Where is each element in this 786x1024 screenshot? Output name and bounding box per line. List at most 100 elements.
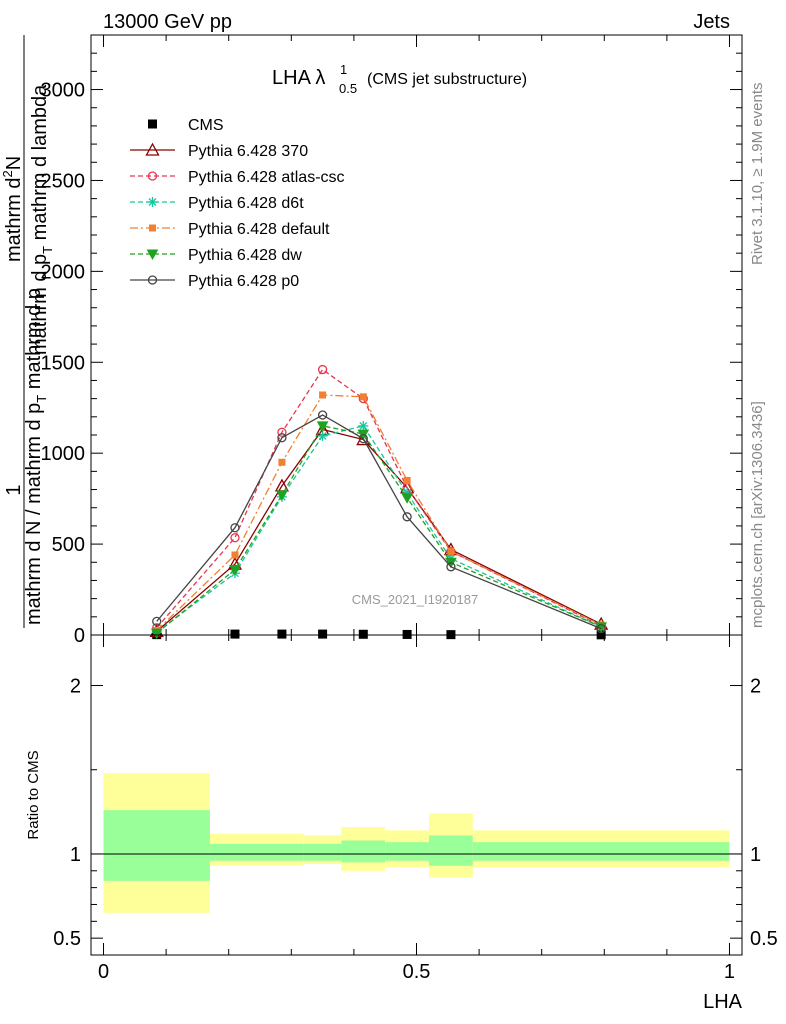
series-line-pythia-6-428-370: [156, 428, 602, 632]
rivet-side-label: Rivet 3.1.10, ≥ 1.9M events: [749, 83, 766, 266]
main-y-tick-label: 500: [52, 534, 85, 556]
legend-label: Pythia 6.428 atlas-csc: [188, 169, 345, 186]
legend-marker: [145, 142, 160, 156]
ylabel-lower-tail: mathrm d p: [23, 288, 45, 395]
title-suffix: (CMS jet substructure): [367, 71, 527, 88]
ratio-band-inner: [260, 843, 304, 861]
ratio-y-tick-label: 2: [70, 676, 81, 698]
ylabel-numer-one: 1: [3, 484, 25, 495]
ylabel-denom2: mathrm d lambda: [29, 84, 51, 246]
data-point-pythia-6-428-dw: [229, 565, 241, 576]
ratio-y-tick-label: 1: [70, 844, 81, 866]
main-y-tick-label: 1500: [41, 352, 86, 374]
ylabel-denominator: mathrm d pT mathrm d lambda: [29, 84, 55, 355]
main-plot-panel: 0 500 1000 1500 2000 2500 3000 CMS_2021_I19201…: [41, 34, 743, 647]
legend-marker: [146, 249, 159, 261]
main-y-tick-label: 1000: [41, 443, 86, 465]
data-point-pythia-6-428-default: [231, 551, 239, 559]
data-point-pythia-6-428-default: [447, 547, 455, 555]
legend-item-pythia-6-428-d6t: Pythia 6.428 d6t: [130, 195, 304, 212]
data-point-pythia-6-428-p0: [152, 616, 162, 627]
data-point-pythia-6-428-d6t: [317, 430, 328, 441]
data-point-pythia-6-428-p0: [596, 623, 606, 634]
plot-title: LHA λ 1 0.5 (CMS jet substructure): [272, 62, 527, 96]
data-point-cms: [318, 629, 328, 639]
ratio-band-inner: [209, 843, 261, 861]
title-superscript: 1: [340, 62, 347, 77]
svg-text:LHA λ: LHA λ: [272, 67, 325, 89]
legend-label: Pythia 6.428 dw: [188, 247, 302, 264]
legend-item-pythia-6-428-370: Pythia 6.428 370: [130, 142, 308, 160]
ratio-plot-panel: 0.5 0.51 12 2 0 0.5 1 Ratio to CMS LHA: [25, 634, 778, 1013]
ratio-band-inner: [303, 843, 342, 861]
mcplots-side-label: mcplots.cern.ch [arXiv:1306.3436]: [749, 401, 766, 628]
data-point-pythia-6-428-dw: [150, 628, 163, 640]
ylabel-top: mathrm d2N: [0, 156, 25, 262]
ratio-band-inner: [472, 842, 730, 861]
data-point-pythia-6-428-default: [359, 393, 367, 401]
legend-item-pythia-6-428-default: Pythia 6.428 default: [130, 221, 330, 238]
ratio-band-inner: [385, 842, 430, 861]
series-cms: [152, 629, 606, 640]
data-point-pythia-6-428-p0: [358, 433, 368, 444]
series-line-pythia-6-428-d6t: [156, 425, 602, 633]
data-point-cms: [402, 629, 412, 639]
legend-marker: [147, 275, 158, 285]
title-subscript: 0.5: [339, 81, 357, 96]
legend: CMS Pythia 6.428 370 Pythia 6.428 atlas-cs…: [130, 117, 345, 290]
main-y-tick-label: 3000: [41, 80, 86, 102]
ratio-y-label: Ratio to CMS: [25, 750, 42, 839]
ratio-x-tick-label: 0: [98, 961, 109, 983]
header-right: Jets: [693, 11, 730, 33]
legend-item-cms: CMS: [148, 117, 224, 134]
ratio-bands: [103, 773, 730, 913]
data-point-pythia-6-428-dw: [276, 490, 288, 502]
ratio-band-inner: [103, 810, 210, 881]
ratio-x-axis: 0 0.5 1: [98, 635, 735, 983]
main-y-tick-label: 2500: [41, 170, 86, 192]
main-y-axis: 0 500 1000 1500 2000 2500 3000: [41, 52, 742, 647]
data-point-pythia-6-428-d6t: [358, 420, 369, 431]
data-point-pythia-6-428-atlas-csc: [317, 364, 328, 375]
legend-item-pythia-6-428-atlas-csc: Pythia 6.428 atlas-csc: [130, 169, 345, 186]
ylabel-lower-sub: T: [34, 395, 49, 403]
main-y-tick-label: 0: [74, 625, 85, 647]
ylabel-lower: mathrm d N / mathrm d pT mathrm d p: [23, 288, 49, 625]
series-pythia-6-428-p0: [152, 410, 606, 634]
legend-label: Pythia 6.428 d6t: [188, 195, 304, 212]
data-point-pythia-6-428-p0: [446, 562, 456, 572]
ylabel-denom1: mathrm d p: [29, 254, 51, 355]
legend-marker: [147, 197, 158, 207]
ylabel-top-base: mathrm d: [3, 178, 25, 262]
ylabel-lower-main: mathrm d N / mathrm d p: [23, 403, 45, 625]
main-y-tick-label: 2000: [41, 261, 86, 283]
series-line-pythia-6-428-atlas-csc: [156, 368, 602, 629]
legend-item-pythia-6-428-dw: Pythia 6.428 dw: [130, 247, 302, 264]
header-left: 13000 GeV pp: [103, 11, 232, 33]
legend-marker: [147, 171, 158, 181]
ratio-y-tick-label-right: 0.5: [750, 928, 778, 950]
data-point-pythia-6-428-default: [278, 458, 286, 466]
watermark-label: CMS_2021_I1920187: [352, 592, 479, 607]
data-point-pythia-6-428-dw: [401, 493, 413, 504]
ratio-x-tick-label: 0.5: [403, 961, 431, 983]
data-point-pythia-6-428-p0: [277, 433, 287, 443]
ratio-x-tick-label: 1: [724, 961, 735, 983]
series-line-pythia-6-428-default: [156, 394, 602, 631]
legend-label: Pythia 6.428 p0: [188, 273, 299, 290]
ratio-y-tick-label-right: 1: [750, 844, 761, 866]
series-line-pythia-6-428-p0: [156, 414, 602, 630]
ylabel-top-sup: 2: [0, 170, 15, 177]
data-point-pythia-6-428-p0: [230, 523, 240, 533]
ratio-band-inner: [341, 840, 386, 863]
data-point-cms: [230, 629, 240, 639]
legend-item-pythia-6-428-p0: Pythia 6.428 p0: [130, 273, 299, 290]
ratio-y-tick-label-right: 2: [750, 676, 761, 698]
data-point-cms: [277, 629, 287, 639]
title-main: LHA λ: [272, 67, 325, 89]
data-point-pythia-6-428-atlas-csc: [230, 533, 240, 543]
data-point-pythia-6-428-atlas-csc: [277, 427, 287, 437]
legend-label: Pythia 6.428 default: [188, 221, 330, 238]
ylabel-denom1-sub: T: [40, 246, 55, 254]
